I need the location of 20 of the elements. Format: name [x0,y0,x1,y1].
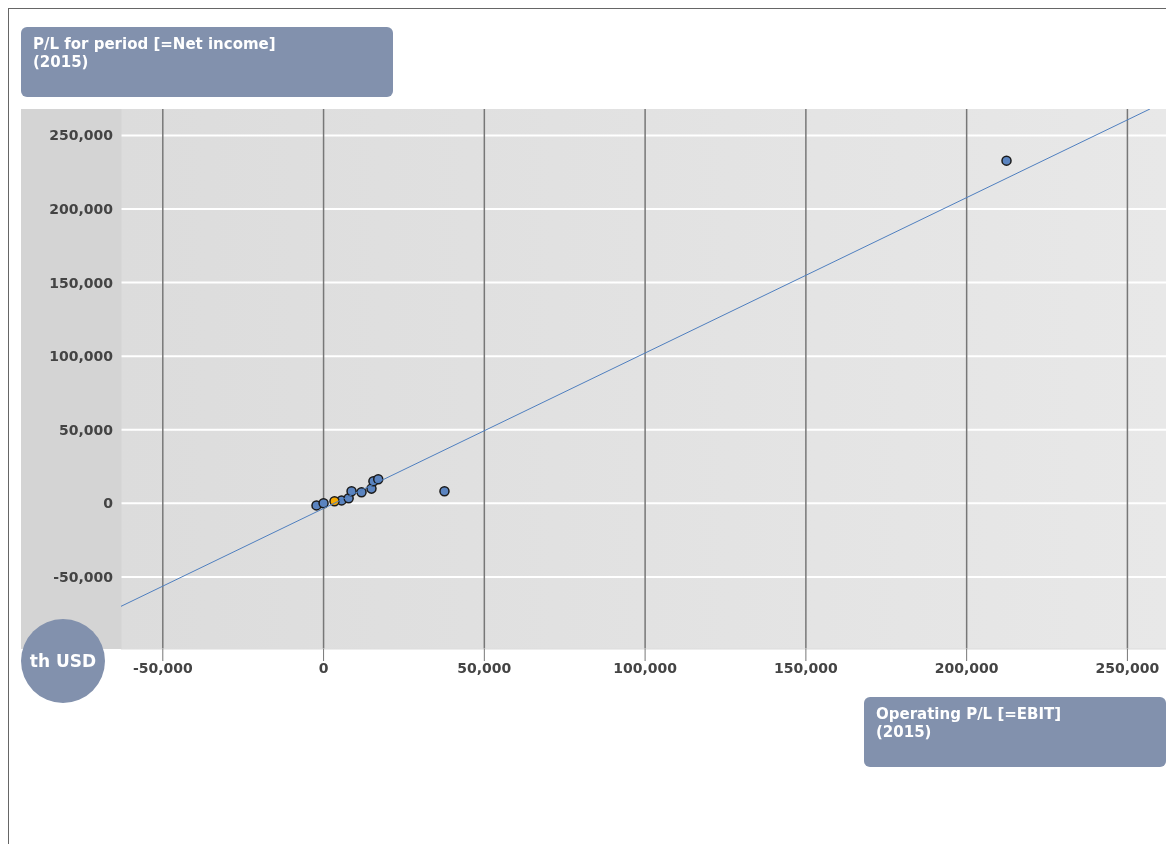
y-tick-label: 0 [103,495,114,512]
point [318,498,329,509]
y-tick-label: 150,000 [49,274,114,291]
x-tick-label: 0 [318,659,329,676]
y-axis-title: P/L for period [=Net income] (2015) [33,35,277,71]
point [439,486,450,497]
y-tick-label: 200,000 [49,201,114,218]
x-axis-title: Operating P/L [=EBIT] (2015) [876,705,1063,741]
x-tick-label: 50,000 [457,659,512,676]
y-tick-label: 50,000 [58,421,114,438]
y-tick-label: 250,000 [49,127,114,144]
x-tick-label: 150,000 [773,659,839,676]
x-tick-label: 100,000 [613,659,678,676]
text: th USD [21,619,105,703]
x-tick-label: 250,000 [1095,659,1160,676]
x-tick-label: -50,000 [132,659,193,676]
point [1001,155,1012,166]
y-tick-label: -50,000 [53,568,114,585]
y-tick-label: 100,000 [49,348,114,365]
x-tick-label: 200,000 [934,659,999,676]
